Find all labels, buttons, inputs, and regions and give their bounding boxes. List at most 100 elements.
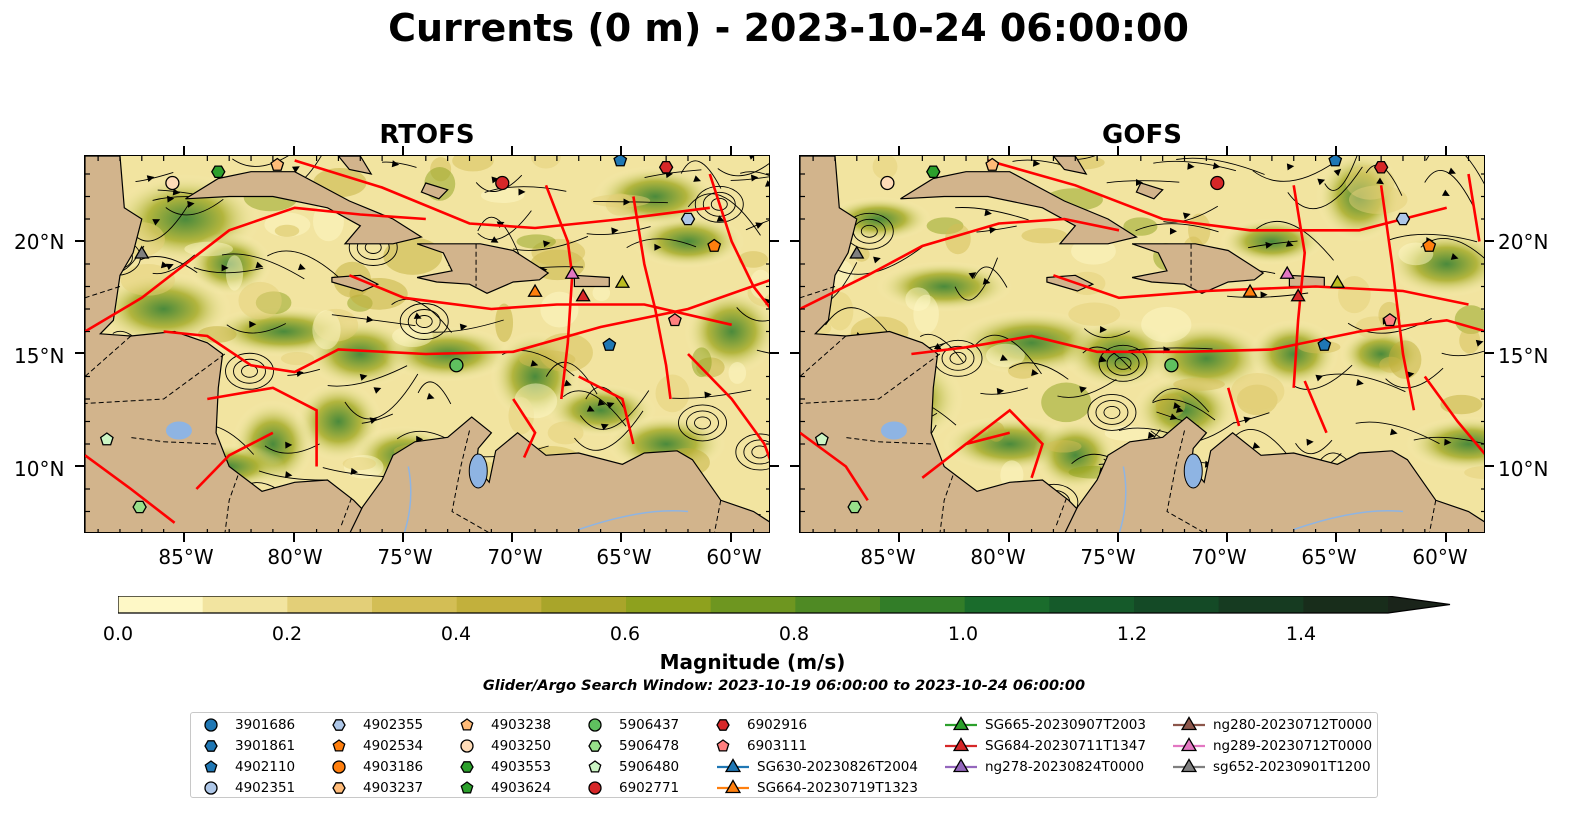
map-marker bbox=[1210, 175, 1225, 191]
colorbar-segment bbox=[118, 596, 204, 613]
axis-tick bbox=[75, 464, 84, 467]
map-marker bbox=[1373, 160, 1389, 174]
legend-marker-icon bbox=[204, 781, 218, 795]
legend-marker bbox=[332, 782, 346, 794]
legend-item-label: 3901861 bbox=[235, 738, 296, 754]
axis-tick bbox=[75, 239, 84, 242]
map-panel-gofs bbox=[799, 155, 1485, 533]
map-marker bbox=[985, 157, 1000, 171]
axis-tick bbox=[770, 464, 779, 467]
map-marker bbox=[1422, 238, 1437, 252]
axis-tick bbox=[1485, 352, 1494, 354]
legend-triangle-marker bbox=[952, 737, 970, 752]
legend-marker bbox=[460, 718, 474, 731]
lon-label-p1-70w: 70°W bbox=[487, 545, 543, 569]
legend-marker-icon bbox=[460, 739, 474, 753]
legend-marker bbox=[588, 718, 602, 732]
legend-item-label: 4903238 bbox=[491, 717, 552, 733]
axis-tick bbox=[620, 533, 623, 542]
map-marker bbox=[658, 160, 674, 174]
river bbox=[403, 466, 412, 532]
colorbar-tick: 0.8 bbox=[778, 623, 810, 645]
axis-tick bbox=[183, 533, 186, 542]
lon-label-p2-85w: 85°W bbox=[860, 545, 916, 569]
search-window-subtitle: Glider/Argo Search Window: 2023-10-19 06… bbox=[482, 678, 1086, 694]
axis-tick bbox=[183, 146, 186, 155]
axis-tick bbox=[511, 533, 514, 542]
map-marker bbox=[1242, 283, 1258, 297]
map-marker bbox=[1279, 265, 1295, 279]
colorbar-tick: 0.2 bbox=[271, 623, 303, 645]
colorbar-segment bbox=[626, 596, 712, 613]
axis-tick bbox=[1007, 533, 1010, 542]
legend-item-label: 4903553 bbox=[491, 759, 552, 775]
legend-marker-icon bbox=[945, 716, 977, 731]
legend-marker-icon bbox=[460, 781, 474, 794]
map-marker bbox=[132, 500, 147, 514]
colorbar-tick: 1.0 bbox=[947, 623, 979, 645]
map-marker bbox=[1164, 358, 1179, 373]
lat-label-left-15n: 15°N bbox=[14, 344, 65, 368]
panel-title-gofs: GOFS bbox=[1102, 120, 1182, 150]
legend-item-label: 4903237 bbox=[363, 780, 424, 796]
colorbar-segment bbox=[456, 596, 542, 613]
legend-marker-icon bbox=[1173, 716, 1205, 731]
legend-marker-icon bbox=[588, 760, 602, 773]
legend-marker bbox=[716, 739, 730, 752]
map-marker bbox=[847, 500, 862, 514]
legend-marker bbox=[332, 719, 346, 731]
legend-triangle-marker bbox=[724, 758, 742, 773]
axis-tick bbox=[790, 239, 799, 242]
legend-marker-icon bbox=[460, 761, 474, 773]
legend-marker bbox=[460, 781, 474, 794]
axis-ticks bbox=[85, 156, 769, 532]
float-markers bbox=[99, 156, 722, 514]
axis-tick bbox=[401, 533, 404, 542]
map-marker bbox=[849, 245, 865, 259]
colorbar-tick: 1.2 bbox=[1116, 623, 1148, 645]
colorbar-segment bbox=[287, 596, 373, 613]
lon-label-p1-65w: 65°W bbox=[596, 545, 652, 569]
legend-marker-icon bbox=[460, 718, 474, 731]
river bbox=[1118, 466, 1127, 532]
legend-item-label: 6903111 bbox=[747, 738, 808, 754]
axis-tick bbox=[729, 146, 732, 155]
legend-marker-icon bbox=[588, 718, 602, 732]
map-marker bbox=[1395, 212, 1411, 226]
legend-item-label: SG684-20230711T1347 bbox=[985, 738, 1146, 754]
colorbar-segment bbox=[1049, 596, 1135, 613]
lake-nicaragua bbox=[165, 421, 192, 440]
map-marker bbox=[134, 245, 150, 259]
glider-argo-tracks bbox=[85, 159, 769, 524]
lon-label-p2-60w: 60°W bbox=[1412, 545, 1468, 569]
map-marker bbox=[602, 337, 617, 351]
legend-item-label: 4903624 bbox=[491, 780, 552, 796]
legend-marker-icon bbox=[332, 760, 346, 774]
legend-item-label: 5906480 bbox=[619, 759, 680, 775]
axis-tick bbox=[770, 352, 779, 354]
lon-label-p2-70w: 70°W bbox=[1191, 545, 1247, 569]
legend-item-label: 6902916 bbox=[747, 717, 808, 733]
axis-tick bbox=[790, 352, 799, 354]
map-marker bbox=[613, 156, 628, 167]
legend-item-label: 5906437 bbox=[619, 717, 680, 733]
axis-tick bbox=[511, 146, 514, 155]
legend-marker-icon bbox=[332, 739, 346, 752]
axis-tick bbox=[401, 146, 404, 155]
legend-item-label: ng278-20230824T0000 bbox=[985, 759, 1145, 775]
legend-item-label: ng289-20230712T0000 bbox=[1213, 738, 1373, 754]
axis-tick bbox=[1335, 533, 1338, 542]
legend-marker bbox=[460, 761, 474, 773]
map-marker bbox=[614, 274, 631, 288]
lon-label-p1-85w: 85°W bbox=[158, 545, 214, 569]
legend-marker bbox=[204, 760, 218, 773]
axis-tick bbox=[1335, 146, 1338, 155]
map-marker bbox=[1317, 337, 1332, 351]
colorbar-label: Magnitude (m/s) bbox=[659, 650, 846, 674]
axis-tick bbox=[1226, 533, 1229, 542]
lake-maracaibo bbox=[468, 453, 488, 489]
colorbar-segment bbox=[1303, 596, 1389, 613]
colorbar-segment bbox=[1134, 596, 1220, 613]
map-marker bbox=[880, 175, 895, 191]
legend-marker-icon bbox=[717, 758, 749, 773]
